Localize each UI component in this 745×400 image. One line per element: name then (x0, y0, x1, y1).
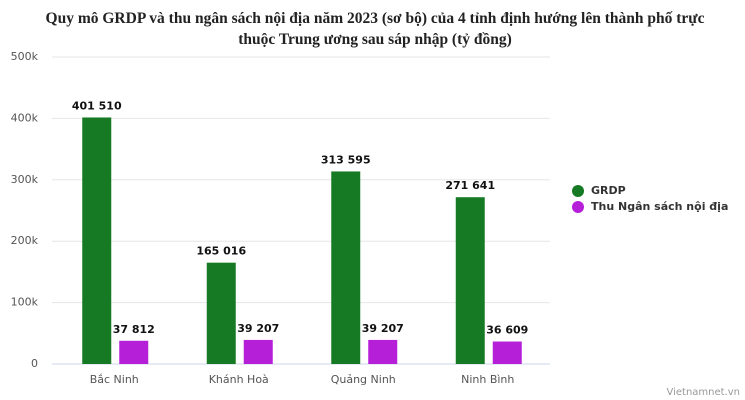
legend-label[interactable]: Thu Ngân sách nội địa (591, 200, 728, 213)
y-tick-label: 200k (11, 234, 39, 247)
y-tick-label: 400k (11, 111, 39, 124)
x-tick-label: Quảng Ninh (331, 373, 396, 386)
bar (206, 262, 236, 364)
y-tick-label: 0 (31, 357, 38, 370)
legend-marker[interactable] (572, 185, 584, 197)
y-tick-label: 300k (11, 173, 39, 186)
source: Vietnamnet.vn (666, 387, 740, 398)
value-label: 271 641 (445, 179, 495, 192)
bar (331, 171, 361, 364)
x-tick-label: Khánh Hoà (209, 373, 269, 386)
value-label: 313 595 (321, 153, 371, 166)
bar (455, 197, 485, 364)
bar (119, 340, 149, 364)
y-tick-label: 100k (11, 296, 39, 309)
legend-label[interactable]: GRDP (591, 184, 626, 197)
value-label: 401 510 (72, 99, 122, 112)
x-tick-label: Ninh Bình (461, 373, 514, 386)
value-label: 36 609 (486, 324, 528, 337)
bar (492, 341, 522, 364)
bar (243, 339, 273, 364)
x-tick-label: Bắc Ninh (90, 373, 139, 386)
bar (368, 339, 398, 364)
value-label: 165 016 (196, 245, 246, 258)
y-tick-label: 500k (11, 50, 39, 63)
legend-marker[interactable] (572, 201, 584, 213)
bar (82, 117, 112, 364)
value-label: 37 812 (113, 323, 155, 336)
value-label: 39 207 (362, 322, 404, 335)
value-label: 39 207 (237, 322, 279, 335)
chart-title: Quy mô GRDP và thu ngân sách nội địa năm… (45, 10, 705, 48)
